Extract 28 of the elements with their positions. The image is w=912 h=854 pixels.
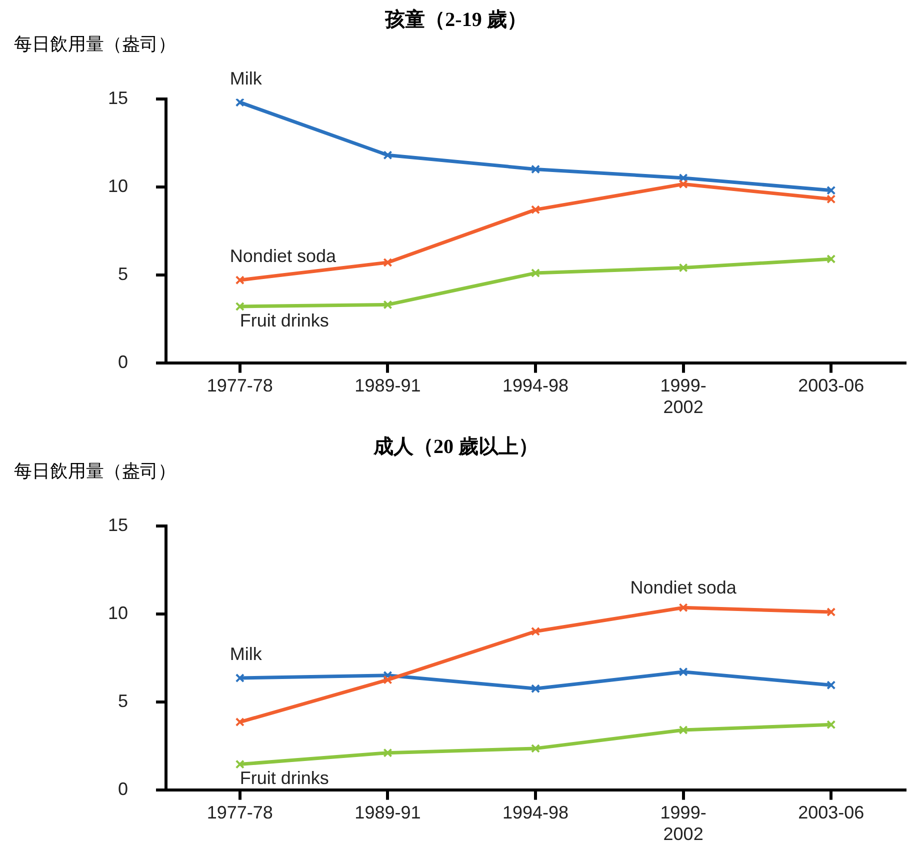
y-tick-label: 10 [108,176,128,196]
x-tick-label: 1989-91 [354,376,421,396]
series-label: Milk [230,68,263,88]
series-label: Fruit drinks [240,768,329,788]
y-tick-label: 10 [108,602,128,623]
x-tick-label: 2003-06 [798,802,864,823]
x-tick-label: 2003-06 [798,376,864,396]
y-tick-label: 5 [118,690,128,711]
y-tick-label: 15 [108,514,128,535]
y-tick-label: 0 [118,352,128,372]
x-tick-label: 1994-98 [502,802,569,823]
y-tick-label: 0 [118,778,128,799]
x-tick-label: 1989-91 [354,802,421,823]
y-axis-title: 每日飲用量（盎司） [14,460,176,483]
series-label: Fruit drinks [240,310,329,330]
x-tick-label: 1977-78 [206,802,273,823]
series-label: Nondiet soda [630,578,738,598]
chart-title: 孩童（2-19 歲） [384,8,528,33]
x-tick-label: 1977-78 [206,376,273,396]
y-tick-label: 5 [118,264,128,284]
y-axis-title: 每日飲用量（盎司） [14,33,176,56]
series-label: Milk [230,644,263,664]
chart-title: 成人（20 歲以上） [372,435,540,460]
series-label: Nondiet soda [230,246,337,266]
y-tick-label: 15 [108,88,128,108]
x-tick-label: 1994-98 [502,376,569,396]
x-tick-label: 1999- 2002 [660,802,706,844]
x-tick-label: 1999- 2002 [660,376,706,418]
